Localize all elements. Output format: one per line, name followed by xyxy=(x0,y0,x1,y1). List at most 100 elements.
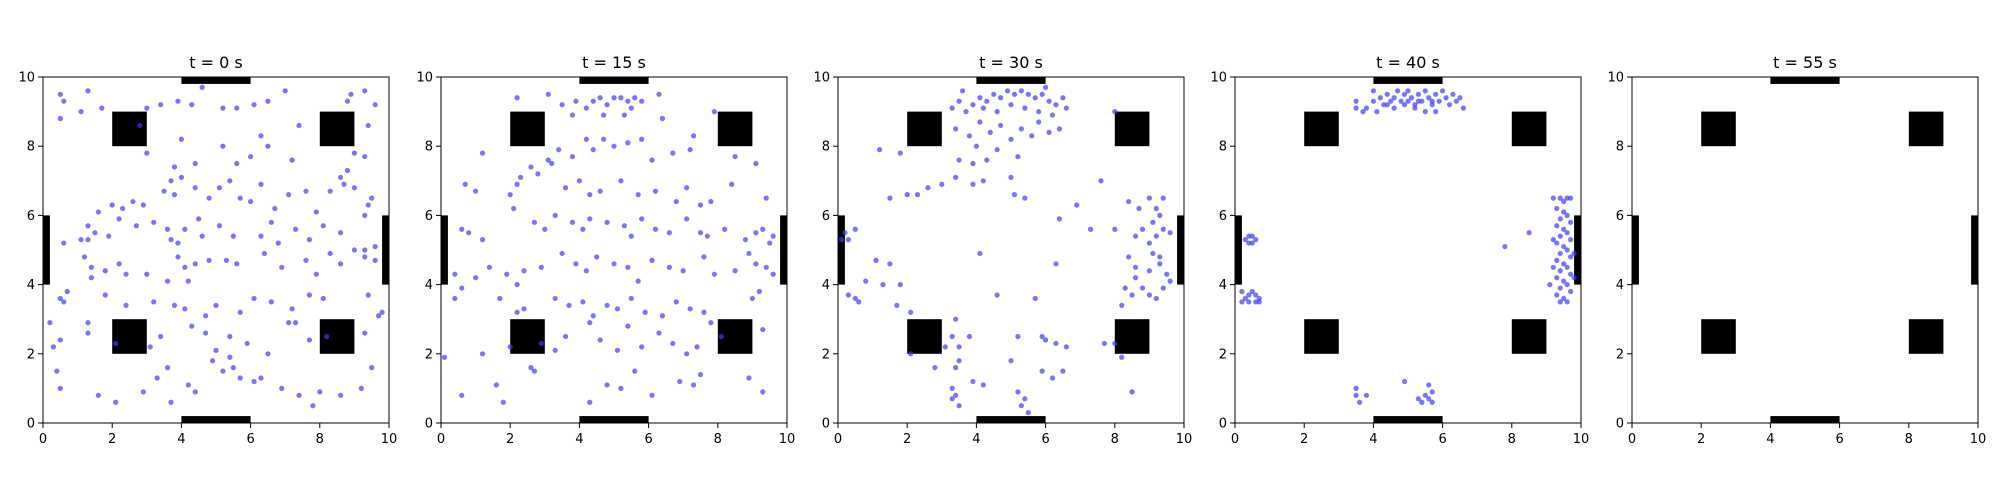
data-point xyxy=(57,385,63,391)
data-point xyxy=(1167,278,1173,284)
y-tick-label: 10 xyxy=(18,71,35,86)
data-point xyxy=(625,323,631,329)
data-point xyxy=(1391,95,1397,101)
x-tick-label: 6 xyxy=(246,432,254,447)
data-point xyxy=(192,389,198,395)
data-point xyxy=(227,333,233,340)
x-tick-label: 2 xyxy=(506,432,514,447)
data-point xyxy=(140,389,146,395)
y-tick-label: 8 xyxy=(822,140,830,155)
data-point xyxy=(566,302,572,308)
y-tick-label: 10 xyxy=(813,71,830,86)
data-point xyxy=(770,271,776,277)
data-point xyxy=(296,392,302,398)
y-tick-label: 8 xyxy=(27,140,35,155)
data-point xyxy=(556,147,562,153)
data-point xyxy=(701,309,707,315)
data-point xyxy=(1053,340,1059,347)
data-point xyxy=(973,143,980,149)
obstacle xyxy=(1908,319,1944,354)
data-point xyxy=(251,378,257,385)
data-point xyxy=(171,302,178,308)
y-tick-label: 0 xyxy=(425,417,433,432)
data-point xyxy=(628,233,634,239)
obstacle xyxy=(780,215,787,285)
data-point xyxy=(1253,292,1259,298)
data-point xyxy=(601,112,607,118)
data-point xyxy=(78,237,84,243)
data-point xyxy=(1426,382,1432,388)
data-point xyxy=(1550,195,1556,201)
data-point xyxy=(147,344,153,350)
data-point xyxy=(251,295,257,302)
data-point xyxy=(1370,98,1376,104)
data-point xyxy=(1568,254,1574,260)
data-point xyxy=(559,250,565,257)
data-point xyxy=(994,292,1000,298)
data-point xyxy=(980,105,986,111)
data-point xyxy=(365,202,371,208)
data-point xyxy=(462,181,468,187)
data-point xyxy=(265,98,271,104)
data-point xyxy=(953,392,959,398)
data-point xyxy=(265,143,271,149)
data-point xyxy=(504,271,510,277)
data-point xyxy=(708,198,714,205)
data-point xyxy=(1550,264,1556,270)
data-point xyxy=(670,150,676,156)
data-point xyxy=(213,347,219,353)
data-point xyxy=(168,178,174,184)
data-point xyxy=(1370,88,1376,94)
data-point xyxy=(876,147,883,153)
data-point xyxy=(639,136,645,142)
data-point xyxy=(908,309,914,315)
data-point xyxy=(57,295,63,302)
obstacle xyxy=(1304,319,1339,354)
data-point xyxy=(956,358,962,364)
y-tick-label: 6 xyxy=(27,209,35,224)
obstacle xyxy=(1770,416,1840,423)
data-point xyxy=(545,157,551,163)
data-point xyxy=(949,385,955,391)
data-point xyxy=(845,237,851,243)
data-point xyxy=(1353,105,1359,111)
data-point xyxy=(949,396,955,402)
data-point xyxy=(85,320,91,326)
obstacle xyxy=(181,416,251,423)
data-point xyxy=(1056,126,1063,132)
panel-title: t = 15 s xyxy=(582,53,646,72)
data-point xyxy=(206,257,212,263)
data-point xyxy=(1384,91,1390,97)
data-point xyxy=(1160,285,1166,291)
data-point xyxy=(649,392,655,398)
data-point xyxy=(722,226,728,232)
data-point xyxy=(680,268,686,274)
data-point xyxy=(137,122,143,129)
data-point xyxy=(1242,237,1248,243)
data-point xyxy=(320,295,326,302)
data-point xyxy=(227,178,233,184)
data-point xyxy=(1568,288,1574,295)
data-point xyxy=(1018,403,1024,409)
obstacle xyxy=(907,111,942,147)
y-tick-label: 0 xyxy=(1616,417,1624,432)
data-point xyxy=(1126,254,1132,260)
data-point xyxy=(1146,195,1152,201)
data-point xyxy=(1015,333,1021,340)
data-point xyxy=(1008,136,1014,142)
data-point xyxy=(953,174,959,180)
data-point xyxy=(732,268,738,274)
data-point xyxy=(57,115,63,122)
x-tick-label: 8 xyxy=(714,432,722,447)
data-point xyxy=(175,240,181,246)
data-point xyxy=(1046,129,1052,135)
data-point xyxy=(1015,153,1021,160)
data-point xyxy=(272,205,278,212)
y-tick-label: 4 xyxy=(1219,278,1227,293)
obstacle xyxy=(1770,77,1840,84)
data-point xyxy=(234,160,240,167)
data-point xyxy=(1363,392,1370,398)
panel-4: 0 2 4 6 8 10 0 2 4 6 8 10 t = 55 s xyxy=(1607,53,1986,447)
data-point xyxy=(171,164,178,170)
data-point xyxy=(289,157,295,163)
